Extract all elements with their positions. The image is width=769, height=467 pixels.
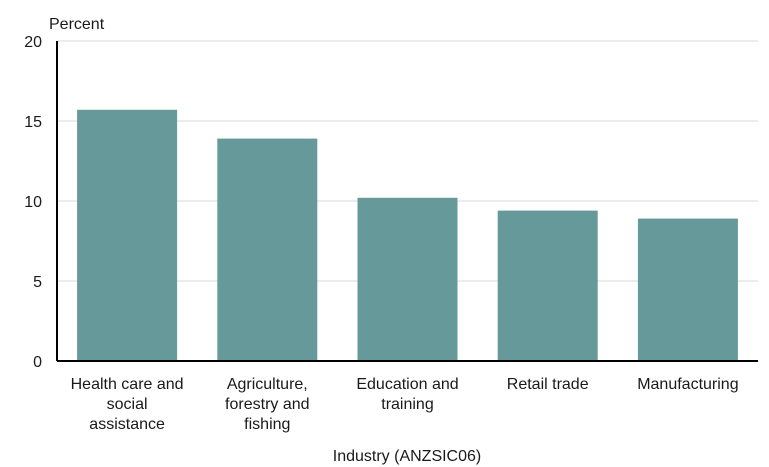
- x-tick-label: Health care and social assistance: [71, 376, 184, 433]
- x-tick-label: Retail trade: [507, 376, 589, 393]
- x-axis-label: Industry (ANZSIC06): [333, 448, 481, 465]
- bar: [497, 210, 598, 361]
- y-axis-label: Percent: [49, 16, 105, 33]
- bar: [77, 109, 178, 361]
- x-tick-label: Agriculture, forestry and fishing: [225, 376, 309, 433]
- y-tick-label: 15: [24, 114, 42, 131]
- x-tick-label: Manufacturing: [637, 376, 738, 393]
- bars: [77, 109, 738, 361]
- bar: [637, 218, 738, 361]
- y-tick-label: 0: [33, 354, 42, 371]
- y-tick-label: 10: [24, 194, 42, 211]
- bar: [357, 197, 458, 361]
- y-tick-label: 5: [33, 274, 42, 291]
- y-tick-labels: 0 5 10 15 20: [24, 34, 42, 371]
- x-tick-label: Education and training: [356, 376, 458, 413]
- axes: [56, 41, 758, 362]
- bar: [217, 138, 318, 361]
- x-tick-labels: Health care and social assistance Agricultu…: [71, 376, 739, 433]
- y-tick-label: 20: [24, 34, 42, 51]
